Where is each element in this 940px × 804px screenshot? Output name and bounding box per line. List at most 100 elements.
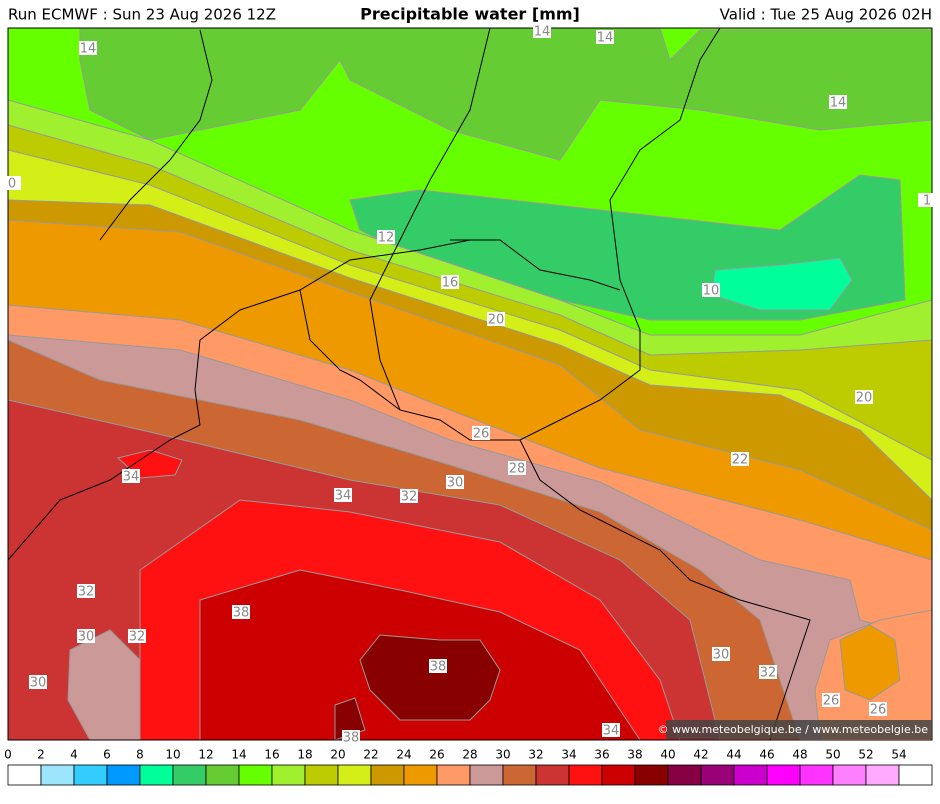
color-box	[106, 764, 141, 786]
contour-label: 16	[442, 276, 459, 291]
label-box	[533, 24, 551, 38]
valid-info: Valid : Tue 25 Aug 2026 02H	[720, 6, 932, 24]
label-box	[712, 647, 730, 661]
label-box	[759, 665, 777, 679]
colorbar-tick: 30	[495, 748, 510, 762]
contour-band	[79, 28, 932, 161]
contour-band	[334, 697, 366, 740]
colorbar-tick: 2	[37, 748, 45, 762]
color-box	[832, 764, 867, 786]
colorbar-tick: 8	[136, 748, 144, 762]
contour-band	[359, 634, 501, 721]
contour-label: 34	[335, 489, 352, 504]
credit: © www.meteobelgique.be / www.meteobelgie…	[658, 723, 929, 736]
label-box	[869, 702, 887, 716]
contour-label: 30	[447, 476, 464, 491]
colorbar-tick: 48	[792, 748, 807, 762]
color-box	[733, 764, 768, 786]
colorbar-tick: 6	[103, 748, 111, 762]
color-box	[337, 764, 372, 786]
colorbar-tick: 22	[363, 748, 378, 762]
border	[369, 28, 721, 441]
contour-label: 14	[597, 31, 614, 46]
label-box	[508, 461, 526, 475]
colorbar-tick: 44	[726, 748, 741, 762]
color-box	[271, 764, 306, 786]
contour-band	[711, 257, 853, 311]
colorbar-tick: 10	[165, 748, 180, 762]
label-box	[829, 95, 847, 109]
map-frame	[7, 27, 933, 741]
color-box	[469, 764, 504, 786]
color-box	[7, 764, 42, 786]
contour-labels: 14 14 14 14 0 12 16 10 20 20 1 22 26 28 30 34 34 32 32 30 32…	[3, 24, 936, 746]
contour-label: 26	[870, 703, 887, 718]
color-box	[799, 764, 834, 786]
contour-label: 0	[8, 177, 16, 192]
colorbar: 0 2 4 6 8 10 12 14 16 18 20 22 24 26 28 30 32 34 36 38 40 42 4…	[4, 748, 933, 786]
color-box	[40, 764, 75, 786]
contour-label: 1	[923, 194, 931, 209]
contour-label: 38	[343, 731, 360, 746]
contour-label: 14	[830, 96, 847, 111]
label-box	[731, 452, 749, 466]
coastline	[99, 29, 213, 241]
contour-label: 30	[713, 648, 730, 663]
colorbar-tick: 50	[825, 748, 840, 762]
label-box	[232, 605, 250, 619]
colorbar-tick: 28	[462, 748, 477, 762]
color-box	[502, 764, 537, 786]
color-box	[766, 764, 801, 786]
label-box	[487, 312, 505, 326]
contour-label: 14	[80, 42, 97, 57]
contour-label: 10	[703, 284, 720, 299]
color-box	[436, 764, 471, 786]
label-box	[446, 475, 464, 489]
label-box	[342, 730, 360, 744]
label-box	[441, 275, 459, 289]
label-box	[855, 390, 873, 404]
label-box	[429, 659, 447, 673]
colorbar-tick: 16	[264, 748, 279, 762]
contour-label: 14	[534, 25, 551, 40]
contour-label: 26	[823, 694, 840, 709]
color-box	[238, 764, 273, 786]
map	[8, 28, 932, 740]
label-box	[822, 693, 840, 707]
contour-label: 38	[233, 606, 250, 621]
contour-label: 20	[488, 313, 505, 328]
colorbar-tick: 40	[660, 748, 675, 762]
colorbar-tick: 12	[198, 748, 213, 762]
colorbar-tick: 36	[594, 748, 609, 762]
border	[519, 439, 811, 740]
color-box	[403, 764, 438, 786]
label-box	[29, 675, 47, 689]
colorbar-tick: 34	[561, 748, 576, 762]
label-box	[702, 283, 720, 297]
label-box	[602, 723, 620, 737]
color-box	[205, 764, 240, 786]
color-box	[601, 764, 636, 786]
contour-label: 32	[760, 666, 777, 681]
color-box	[898, 764, 933, 786]
borders	[8, 28, 811, 740]
contour-label: 38	[430, 660, 447, 675]
contour-label: 30	[30, 676, 47, 691]
label-box	[79, 41, 97, 55]
colorbar-tick: 38	[627, 748, 642, 762]
coastline	[8, 239, 471, 561]
color-box	[667, 764, 702, 786]
color-box	[865, 764, 900, 786]
colorbar-tick: 46	[759, 748, 774, 762]
label-box	[128, 629, 146, 643]
label-box	[77, 629, 95, 643]
contour-label: 32	[401, 490, 418, 505]
colorbar-tick: 54	[891, 748, 906, 762]
colorbar-tick: 42	[693, 748, 708, 762]
label-box	[918, 193, 936, 207]
color-box	[568, 764, 603, 786]
contour-label: 32	[78, 585, 95, 600]
label-box	[400, 489, 418, 503]
colorbar-tick: 52	[858, 748, 873, 762]
border	[299, 289, 401, 411]
